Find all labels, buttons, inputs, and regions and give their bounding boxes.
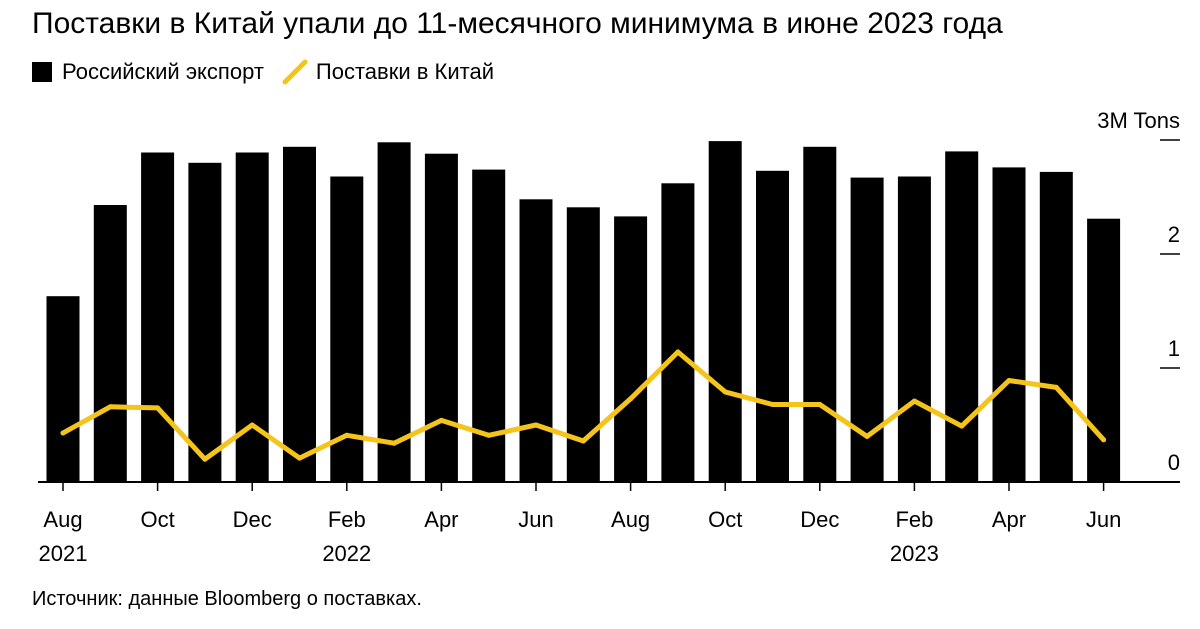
bar-14 [661, 183, 695, 483]
bar-20 [945, 151, 979, 482]
china-point-5 [249, 422, 255, 428]
china-point-2 [107, 404, 113, 410]
y-tick-label-0: 0 [1168, 450, 1180, 475]
bar-9 [424, 153, 458, 482]
bar-3 [141, 152, 175, 482]
bar-13 [614, 216, 648, 482]
bar-22 [1039, 171, 1073, 482]
x-tick-label-12: Aug [611, 507, 650, 532]
legend: Российский экспорт Поставки в Китай [32, 56, 512, 88]
legend-swatch-line [282, 59, 308, 85]
bar-2 [93, 205, 127, 482]
legend-item-china: Поставки в Китай [282, 59, 494, 85]
x-tick-label-18: Feb [895, 507, 933, 532]
x-tick-label-0-year: 2021 [39, 541, 88, 566]
x-tick-label-14: Oct [708, 507, 742, 532]
bar-1 [46, 296, 80, 482]
china-point-4 [202, 456, 208, 462]
china-point-22 [1053, 384, 1059, 390]
x-tick-label-2: Oct [140, 507, 174, 532]
bar-16 [756, 170, 789, 483]
bar-17 [803, 146, 837, 483]
china-point-9 [438, 417, 444, 423]
x-tick-label-8: Apr [424, 507, 458, 532]
x-tick-label-10: Jun [518, 507, 553, 532]
china-point-17 [817, 402, 823, 407]
bar-21 [992, 167, 1026, 482]
x-tick-label-0: Aug [43, 507, 82, 532]
legend-label-china: Поставки в Китай [315, 59, 495, 84]
china-point-21 [1006, 378, 1012, 383]
bar-23 [1087, 218, 1121, 482]
legend-item-export: Российский экспорт [32, 59, 264, 85]
y-tick-label-2: 2 [1168, 222, 1180, 247]
china-point-6 [297, 455, 302, 461]
bar-8 [377, 142, 411, 483]
bar-7 [330, 176, 364, 482]
china-point-18 [864, 433, 870, 439]
china-point-13 [628, 396, 634, 402]
china-point-11 [533, 422, 539, 428]
china-point-16 [770, 402, 775, 407]
legend-swatch-bar [32, 62, 52, 82]
x-tick-label-18-year: 2023 [890, 541, 939, 566]
china-point-10 [486, 432, 492, 438]
china-point-19 [911, 398, 917, 404]
x-tick-label-16: Dec [800, 507, 839, 532]
source-note: Источник: данные Bloomberg о поставках. [32, 588, 422, 610]
china-point-20 [959, 423, 965, 429]
china-point-7 [344, 432, 350, 438]
x-tick-label-20: Apr [992, 507, 1026, 532]
china-point-15 [722, 389, 728, 395]
china-point-8 [391, 440, 397, 446]
china-point-12 [580, 438, 586, 444]
bar-15 [708, 141, 742, 482]
y-tick-label-1: 1 [1168, 336, 1180, 361]
x-tick-label-4: Dec [233, 507, 272, 532]
x-tick-label-6: Feb [328, 507, 366, 532]
china-point-3 [155, 405, 161, 411]
bar-6 [283, 146, 316, 483]
chart-title: Поставки в Китай упали до 11-месячного м… [32, 7, 1003, 40]
x-tick-label-6-year: 2022 [322, 541, 371, 566]
bar-4 [188, 162, 222, 483]
legend-label-export: Российский экспорт [62, 59, 264, 84]
china-point-1 [60, 430, 66, 436]
china-point-14 [675, 349, 681, 355]
y-tick-label-3: 3M Tons [1097, 108, 1180, 133]
x-tick-label-22: Jun [1086, 507, 1121, 532]
china-point-23 [1101, 437, 1107, 443]
bar-11 [519, 199, 553, 483]
bar-19 [897, 176, 931, 482]
